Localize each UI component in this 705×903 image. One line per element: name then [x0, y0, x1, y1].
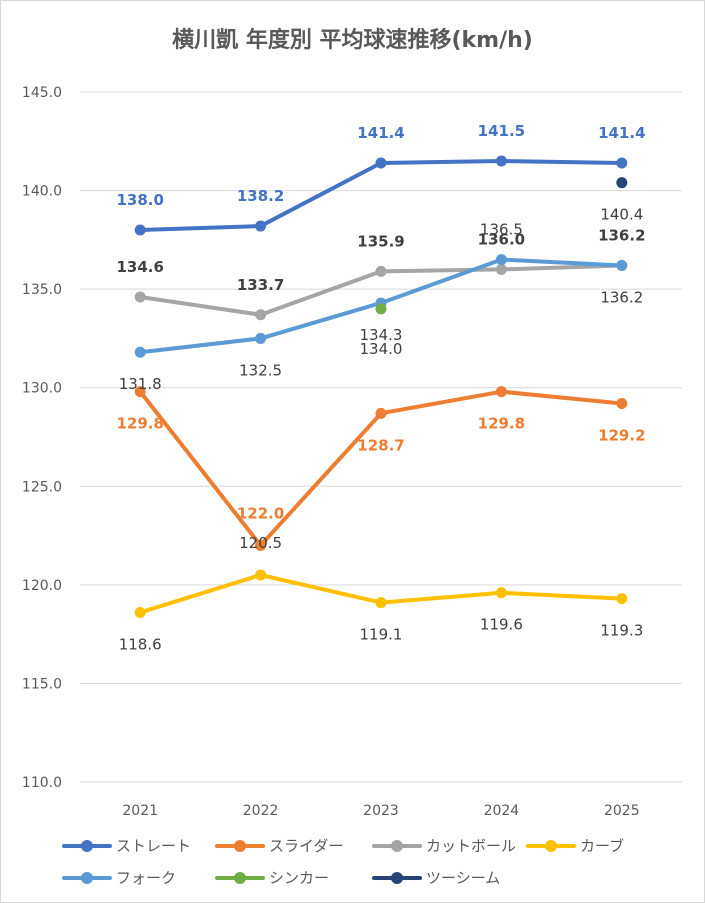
series-lines: [138, 159, 624, 615]
x-tick-label: 2025: [604, 803, 640, 819]
data-label: 140.4: [600, 206, 643, 224]
data-point: [616, 157, 628, 169]
y-tick-label: 120.0: [22, 578, 62, 594]
data-label: 129.2: [598, 426, 645, 444]
y-tick-label: 115.0: [22, 676, 62, 692]
data-label: 135.9: [357, 232, 404, 250]
data-point: [375, 157, 387, 169]
data-point: [495, 155, 507, 167]
data-label: 120.5: [239, 534, 282, 552]
data-point: [134, 224, 146, 236]
x-tick-label: 2022: [243, 803, 279, 819]
legend-label: カットボール: [426, 837, 517, 855]
data-label: 138.0: [116, 191, 163, 209]
data-label: 134.0: [360, 340, 403, 358]
data-label: 141.5: [478, 122, 525, 140]
legend-item: ツーシーム: [372, 867, 500, 888]
data-point: [255, 569, 267, 581]
data-point: [375, 303, 387, 315]
data-label: 134.3: [360, 326, 403, 344]
legend-item: カーブ: [526, 835, 624, 856]
data-label: 136.2: [600, 288, 643, 306]
data-point: [134, 386, 146, 398]
legend-label: ストレート: [116, 837, 192, 855]
legend-swatch: [215, 839, 265, 853]
legend-swatch: [372, 839, 422, 853]
data-label: 138.2: [237, 187, 284, 205]
gridlines: [80, 91, 682, 783]
data-label: 133.7: [237, 276, 284, 294]
data-label: 141.4: [357, 124, 404, 142]
data-label: 128.7: [357, 436, 404, 454]
data-point: [495, 386, 507, 398]
series-points: [134, 155, 628, 618]
data-label: 119.3: [600, 622, 643, 640]
x-tick-label: 2024: [484, 803, 520, 819]
data-label: 119.1: [360, 626, 403, 644]
data-point: [375, 407, 387, 419]
data-point: [255, 539, 267, 551]
data-label: 129.8: [478, 415, 525, 433]
legend-label: フォーク: [116, 869, 177, 887]
data-label: 129.8: [116, 415, 163, 433]
y-axis: 110.0 115.0 120.0 125.0 130.0 135.0 140.0 145.0: [22, 85, 62, 791]
data-point: [134, 606, 146, 618]
data-label: 119.6: [480, 616, 523, 634]
y-tick-label: 125.0: [22, 479, 62, 495]
data-label: 136.2: [598, 226, 645, 244]
data-label: 141.4: [598, 124, 645, 142]
legend-item: ストレート: [62, 835, 191, 856]
x-tick-label: 2021: [122, 803, 158, 819]
data-point: [495, 587, 507, 599]
y-tick-label: 130.0: [22, 381, 62, 397]
data-label: 134.6: [116, 258, 163, 276]
legend-item: カットボール: [372, 835, 516, 856]
legend-label: ツーシーム: [426, 869, 501, 887]
legend-swatch: [372, 871, 422, 885]
legend-label: スライダー: [269, 837, 344, 855]
y-tick-label: 135.0: [22, 282, 62, 298]
legend-item: スライダー: [215, 835, 343, 856]
data-point: [616, 259, 628, 271]
chart-title: 横川凱 年度別 平均球速推移(km/h): [172, 28, 533, 53]
data-label: 122.0: [237, 504, 284, 522]
data-label: 118.6: [119, 635, 162, 653]
data-label: 132.5: [239, 361, 282, 379]
data-point: [616, 593, 628, 605]
data-point: [495, 254, 507, 266]
data-labels: 134.6 133.7 135.9 136.0 136.2 131.8 132.5 134.3…: [116, 122, 645, 653]
legend-swatch: [526, 839, 576, 853]
data-point: [375, 265, 387, 277]
data-point: [255, 220, 267, 232]
legend-swatch: [62, 871, 112, 885]
data-point: [255, 309, 267, 321]
legend-swatch: [215, 871, 265, 885]
series-line-0: [138, 159, 624, 232]
data-point: [255, 332, 267, 344]
legend-label: シンカー: [269, 869, 330, 887]
data-point: [495, 263, 507, 275]
x-tick-label: 2023: [363, 803, 399, 819]
x-axis: 2021 2022 2023 2024 2025: [122, 803, 639, 819]
data-point: [616, 177, 628, 189]
legend-item: シンカー: [215, 867, 329, 888]
legend-swatch: [62, 839, 112, 853]
legend-label: カーブ: [580, 837, 625, 855]
data-label: 131.8: [119, 375, 162, 393]
data-point: [375, 597, 387, 609]
y-tick-label: 140.0: [22, 184, 62, 200]
legend-item: フォーク: [62, 867, 176, 888]
y-tick-label: 145.0: [22, 85, 62, 101]
data-label: 136.5: [480, 221, 523, 239]
data-point: [134, 346, 146, 358]
y-tick-label: 110.0: [22, 775, 62, 791]
data-point: [616, 397, 628, 409]
data-point: [134, 291, 146, 303]
data-label: 136.0: [478, 230, 525, 248]
